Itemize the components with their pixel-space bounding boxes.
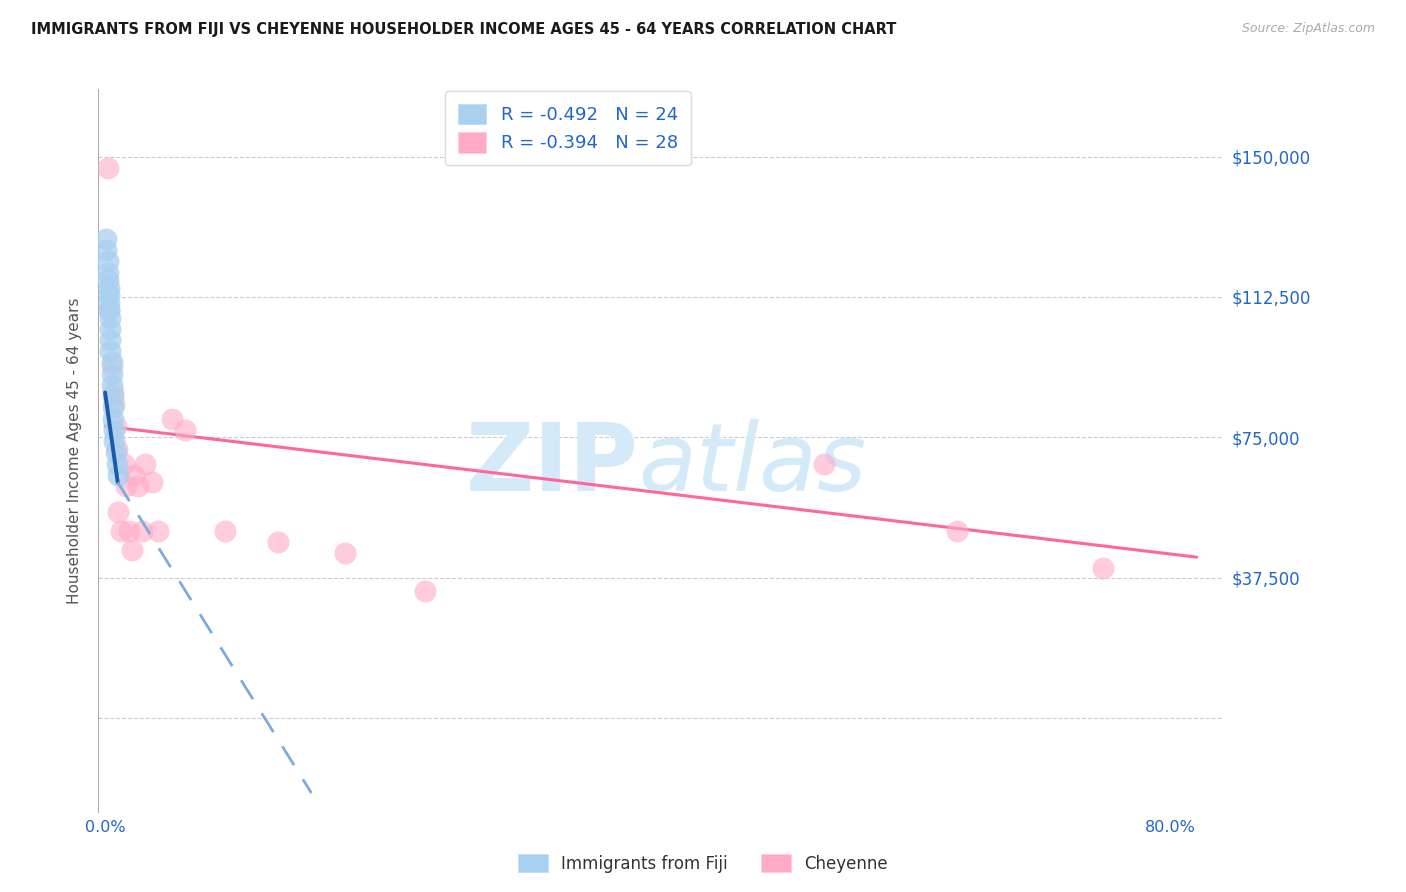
Point	[97, 254, 120, 268]
Point	[160, 411, 183, 425]
Point	[100, 344, 122, 359]
Point	[105, 442, 128, 456]
Point	[103, 434, 125, 449]
Text: IMMIGRANTS FROM FIJI VS CHEYENNE HOUSEHOLDER INCOME AGES 45 - 64 YEARS CORRELATI: IMMIGRANTS FROM FIJI VS CHEYENNE HOUSEHO…	[31, 22, 896, 37]
Point	[134, 457, 156, 471]
Text: Source: ZipAtlas.com: Source: ZipAtlas.com	[1241, 22, 1375, 36]
Point	[121, 542, 143, 557]
Point	[148, 524, 170, 538]
Point	[1092, 561, 1115, 575]
Point	[413, 583, 436, 598]
Point	[115, 479, 138, 493]
Point	[107, 467, 129, 482]
Point	[97, 273, 120, 287]
Point	[100, 322, 122, 336]
Legend: R = -0.492   N = 24, R = -0.394   N = 28: R = -0.492 N = 24, R = -0.394 N = 28	[444, 91, 690, 165]
Point	[98, 288, 121, 302]
Point	[100, 333, 122, 347]
Point	[100, 378, 122, 392]
Point	[98, 303, 121, 318]
Point	[267, 535, 290, 549]
Point	[214, 524, 236, 538]
Point	[96, 232, 118, 246]
Text: atlas: atlas	[638, 419, 866, 510]
Text: ZIP: ZIP	[465, 419, 638, 511]
Point	[110, 524, 132, 538]
Point	[174, 423, 197, 437]
Point	[97, 266, 120, 280]
Point	[100, 367, 122, 381]
Point	[127, 479, 149, 493]
Point	[107, 505, 129, 519]
Point	[124, 467, 146, 482]
Point	[131, 524, 153, 538]
Point	[103, 423, 125, 437]
Point	[101, 411, 124, 425]
Point	[104, 445, 127, 459]
Point	[103, 397, 125, 411]
Point	[101, 401, 124, 415]
Point	[333, 546, 356, 560]
Y-axis label: Householder Income Ages 45 - 64 years: Householder Income Ages 45 - 64 years	[67, 297, 83, 604]
Point	[98, 280, 121, 294]
Point	[105, 457, 128, 471]
Point	[141, 475, 163, 490]
Point	[101, 389, 124, 403]
Point	[101, 385, 124, 400]
Point	[98, 295, 121, 310]
Point	[946, 524, 969, 538]
Legend: Immigrants from Fiji, Cheyenne: Immigrants from Fiji, Cheyenne	[512, 847, 894, 880]
Point	[104, 419, 127, 434]
Point	[98, 303, 121, 318]
Point	[97, 161, 120, 175]
Point	[100, 359, 122, 374]
Point	[112, 457, 135, 471]
Point	[813, 457, 835, 471]
Point	[118, 524, 141, 538]
Point	[100, 355, 122, 369]
Point	[100, 310, 122, 325]
Point	[96, 243, 118, 257]
